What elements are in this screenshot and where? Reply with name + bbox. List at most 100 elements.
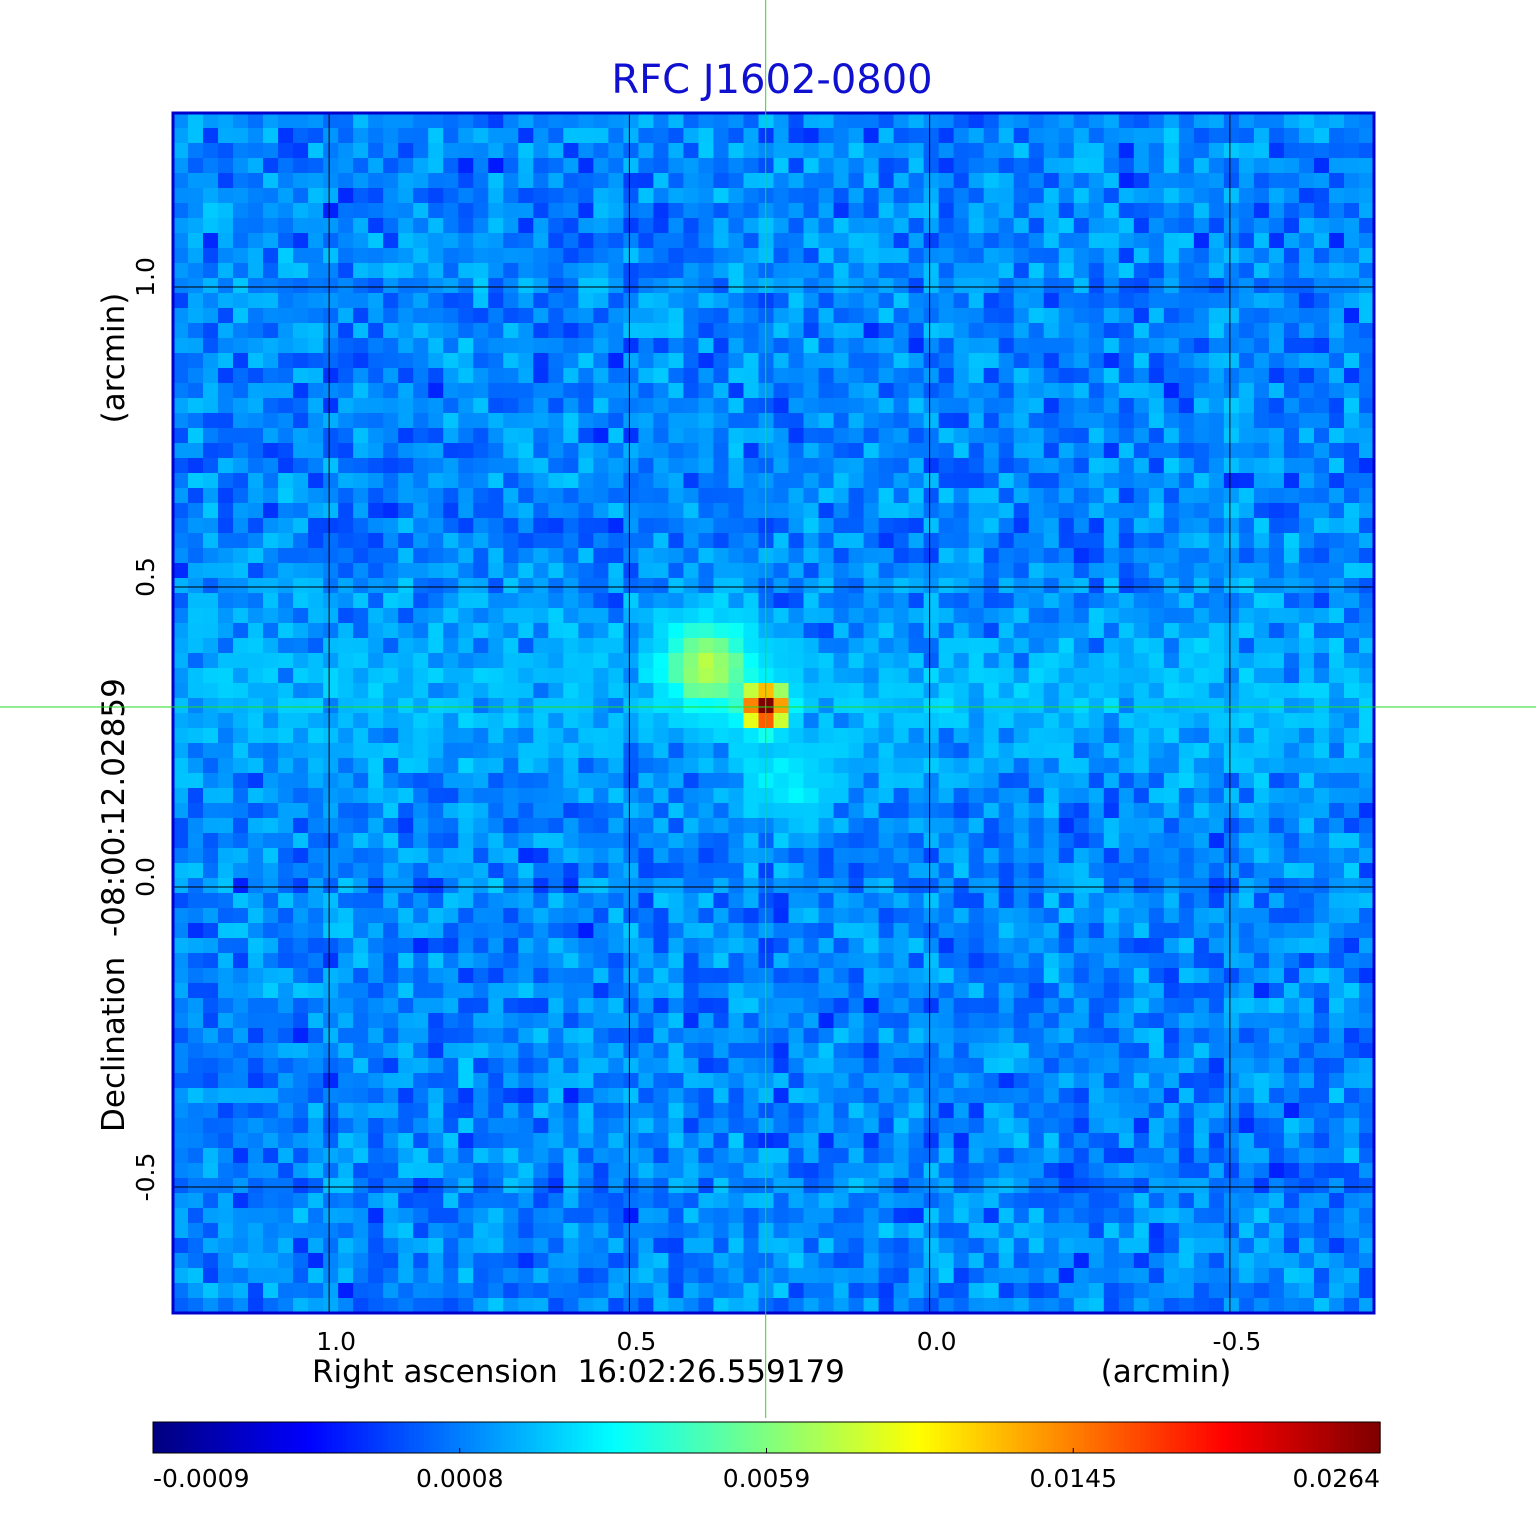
- heatmap-cell: [893, 683, 910, 699]
- heatmap-cell: [368, 263, 384, 279]
- heatmap-cell: [563, 443, 579, 459]
- heatmap-cell: [1043, 158, 1060, 174]
- heatmap-cell: [608, 218, 624, 234]
- heatmap-cell: [1118, 323, 1135, 339]
- heatmap-cell: [338, 788, 354, 804]
- heatmap-cell: [1358, 293, 1375, 309]
- heatmap-cell: [683, 323, 700, 339]
- heatmap-cell: [1223, 368, 1240, 384]
- heatmap-cell: [278, 113, 294, 129]
- heatmap-cell: [878, 353, 895, 369]
- heatmap-cell: [668, 113, 685, 129]
- heatmap-cell: [1133, 563, 1150, 579]
- heatmap-cell: [743, 323, 760, 339]
- heatmap-cell: [953, 968, 970, 984]
- heatmap-cell: [1178, 968, 1195, 984]
- heatmap-cell: [938, 413, 955, 429]
- heatmap-cell: [1148, 323, 1165, 339]
- heatmap-cell: [653, 278, 670, 294]
- heatmap-cell: [713, 848, 730, 864]
- heatmap-cell: [728, 728, 745, 744]
- heatmap-cell: [803, 383, 820, 399]
- heatmap-cell: [1358, 848, 1375, 864]
- heatmap-cell: [983, 233, 1000, 249]
- heatmap-cell: [1013, 533, 1030, 549]
- heatmap-cell: [503, 398, 519, 414]
- heatmap-cell: [383, 473, 399, 489]
- heatmap-cell: [533, 158, 549, 174]
- heatmap-cell: [1253, 848, 1270, 864]
- heatmap-cell: [1163, 308, 1180, 324]
- heatmap-cell: [1178, 158, 1195, 174]
- heatmap-cell: [1013, 863, 1030, 879]
- heatmap-cell: [803, 293, 820, 309]
- heatmap-cell: [1178, 413, 1195, 429]
- heatmap-cell: [473, 953, 489, 969]
- heatmap-cell: [1298, 383, 1315, 399]
- heatmap-cell: [308, 1043, 324, 1059]
- heatmap-cell: [668, 143, 685, 159]
- heatmap-cell: [1103, 713, 1120, 729]
- heatmap-cell: [293, 338, 309, 354]
- heatmap-cell: [1043, 173, 1060, 189]
- heatmap-cell: [773, 788, 790, 804]
- heatmap-cell: [383, 563, 399, 579]
- heatmap-cell: [248, 488, 264, 504]
- heatmap-cell: [1193, 578, 1210, 594]
- heatmap-cell: [233, 743, 249, 759]
- heatmap-cell: [1028, 143, 1045, 159]
- heatmap-cell: [1043, 188, 1060, 204]
- heatmap-cell: [1283, 368, 1300, 384]
- heatmap-cell: [623, 698, 639, 714]
- heatmap-cell: [863, 548, 880, 564]
- heatmap-cell: [908, 563, 925, 579]
- heatmap-cell: [1028, 983, 1045, 999]
- heatmap-cell: [638, 1028, 654, 1044]
- heatmap-cell: [293, 788, 309, 804]
- heatmap-cell: [1208, 1013, 1225, 1029]
- heatmap-cell: [818, 503, 835, 519]
- heatmap-cell: [473, 713, 489, 729]
- heatmap-cell: [683, 878, 700, 894]
- heatmap-cell: [788, 848, 805, 864]
- heatmap-cell: [1148, 788, 1165, 804]
- heatmap-cell: [908, 158, 925, 174]
- heatmap-cell: [1043, 308, 1060, 324]
- heatmap-cell: [1178, 773, 1195, 789]
- heatmap-cell: [1178, 308, 1195, 324]
- heatmap-cell: [968, 368, 985, 384]
- heatmap-cell: [608, 698, 624, 714]
- heatmap-cell: [1163, 653, 1180, 669]
- heatmap-cell: [773, 533, 790, 549]
- heatmap-cell: [1238, 908, 1255, 924]
- heatmap-cell: [1043, 968, 1060, 984]
- heatmap-cell: [593, 413, 609, 429]
- heatmap-cell: [848, 848, 865, 864]
- heatmap-cell: [1208, 143, 1225, 159]
- heatmap-cell: [773, 953, 790, 969]
- heatmap-cell: [968, 938, 985, 954]
- heatmap-cell: [518, 518, 534, 534]
- heatmap-cell: [683, 368, 700, 384]
- heatmap-cell: [743, 263, 760, 279]
- heatmap-cell: [1253, 593, 1270, 609]
- heatmap-cell: [593, 923, 609, 939]
- heatmap-cell: [338, 608, 354, 624]
- heatmap-cell: [983, 713, 1000, 729]
- heatmap-cell: [1358, 863, 1375, 879]
- heatmap-cell: [1268, 338, 1285, 354]
- heatmap-cell: [1328, 488, 1345, 504]
- heatmap-cell: [848, 203, 865, 219]
- heatmap-cell: [1298, 353, 1315, 369]
- heatmap-cell: [788, 293, 805, 309]
- heatmap-cell: [548, 998, 564, 1014]
- heatmap-cell: [758, 383, 775, 399]
- heatmap-cell: [848, 173, 865, 189]
- heatmap-cell: [818, 233, 835, 249]
- heatmap-cell: [323, 308, 339, 324]
- heatmap-cell: [1118, 923, 1135, 939]
- heatmap-cell: [503, 743, 519, 759]
- heatmap-cell: [398, 563, 414, 579]
- heatmap-cell: [188, 788, 204, 804]
- heatmap-cell: [608, 923, 624, 939]
